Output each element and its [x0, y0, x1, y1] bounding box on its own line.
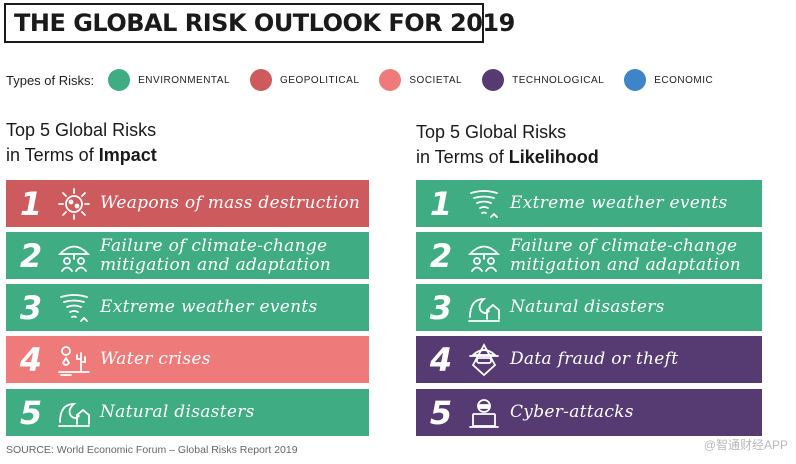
likelihood-heading-prefix: in Terms of	[416, 147, 509, 167]
risk-label: Natural disasters	[100, 403, 255, 422]
likelihood-risk-4: 4 Data fraud or theft	[416, 336, 762, 383]
rank-number: 2	[19, 236, 43, 275]
umbrella-people-icon	[464, 236, 504, 276]
hacker-icon	[464, 340, 504, 380]
risk-label-line1: Water crises	[100, 349, 211, 369]
impact-heading: Top 5 Global Risks in Terms of Impact	[6, 118, 157, 168]
rank-number: 3	[19, 288, 43, 327]
laptop-hacker-icon	[464, 393, 504, 433]
wave-house-icon	[54, 393, 94, 433]
societal-dot-icon	[379, 69, 402, 91]
rank-number: 4	[429, 340, 453, 379]
legend-item-economic: ECONOMIC	[624, 69, 713, 91]
risk-label-line1: Failure of climate-change	[100, 235, 328, 256]
impact-risk-4: 4 Water crises	[6, 336, 369, 383]
umbrella-people-icon	[54, 236, 94, 276]
risk-label: Natural disasters	[510, 298, 665, 317]
risk-label-line1: Natural disasters	[100, 402, 255, 422]
rank-number: 5	[429, 393, 453, 432]
risk-label-line1: Extreme weather events	[510, 193, 728, 213]
rank-number: 2	[429, 236, 453, 275]
risk-label: Extreme weather events	[510, 194, 728, 213]
rank-number: 5	[19, 393, 43, 432]
likelihood-heading-bold: Likelihood	[508, 147, 599, 167]
legend-text: SOCIETAL	[409, 74, 463, 86]
explosion-icon	[54, 184, 94, 224]
impact-heading-prefix: in Terms of	[6, 145, 99, 165]
source-note: SOURCE: World Economic Forum – Global Ri…	[6, 444, 298, 456]
risk-label-line2: mitigation and adaptation	[100, 254, 332, 275]
risk-label: Cyber-attacks	[510, 403, 634, 422]
impact-risk-5: 5 Natural disasters	[6, 389, 369, 436]
impact-risk-3: 3 Extreme weather events	[6, 284, 369, 331]
water-crisis-icon	[54, 340, 94, 380]
rank-number: 1	[19, 184, 43, 223]
impact-heading-line1: Top 5 Global Risks	[6, 120, 157, 140]
technological-dot-icon	[482, 69, 505, 91]
wave-house-icon	[464, 288, 504, 328]
risk-type-legend: Types of Risks: ENVIRONMENTAL GEOPOLITIC…	[6, 66, 786, 94]
legend-text: ENVIRONMENTAL	[138, 74, 231, 86]
likelihood-risk-5: 5 Cyber-attacks	[416, 389, 762, 436]
legend-item-societal: SOCIETAL	[379, 69, 462, 91]
likelihood-risk-3: 3 Natural disasters	[416, 284, 762, 331]
legend-item-geopolitical: GEOPOLITICAL	[250, 69, 359, 91]
title-box: THE GLOBAL RISK OUTLOOK FOR 2019	[4, 3, 515, 43]
risk-label-line1: Natural disasters	[510, 297, 665, 317]
rank-number: 4	[19, 340, 43, 379]
tornado-icon	[464, 184, 504, 224]
impact-risk-2: 2 Failure of climate-change mitigation a…	[6, 232, 369, 279]
likelihood-heading-line1: Top 5 Global Risks	[416, 122, 567, 142]
legend-item-environmental: ENVIRONMENTAL	[108, 69, 230, 91]
page-title: THE GLOBAL RISK OUTLOOK FOR 2019	[14, 9, 515, 37]
likelihood-risk-2: 2 Failure of climate-change mitigation a…	[416, 232, 762, 279]
legend-text: ECONOMIC	[654, 74, 714, 86]
likelihood-heading: Top 5 Global Risks in Terms of Likelihoo…	[416, 120, 599, 170]
risk-label-line1: Failure of climate-change	[510, 235, 738, 256]
risk-label-line2: mitigation and adaptation	[510, 254, 742, 275]
risk-label-line1: Cyber-attacks	[510, 402, 634, 422]
impact-heading-bold: Impact	[98, 145, 157, 165]
watermark: @智通财经APP	[703, 438, 788, 452]
likelihood-risk-1: 1 Extreme weather events	[416, 180, 762, 227]
geopolitical-dot-icon	[250, 69, 273, 91]
legend-text: GEOPOLITICAL	[280, 74, 360, 86]
rank-number: 1	[429, 184, 453, 223]
risk-label: Weapons of mass destruction	[100, 194, 360, 213]
risk-label-line1: Weapons of mass destruction	[100, 193, 361, 213]
risk-label: Failure of climate-change mitigation and…	[100, 235, 332, 275]
economic-dot-icon	[624, 69, 647, 91]
legend-label: Types of Risks:	[6, 72, 95, 88]
risk-label: Extreme weather events	[100, 298, 318, 317]
risk-label-line1: Data fraud or theft	[510, 349, 679, 369]
tornado-icon	[54, 288, 94, 328]
risk-label-line1: Extreme weather events	[100, 297, 318, 317]
risk-label: Water crises	[100, 350, 211, 369]
rank-number: 3	[429, 288, 453, 327]
risk-label: Data fraud or theft	[510, 350, 678, 369]
legend-item-technological: TECHNOLOGICAL	[482, 69, 604, 91]
environmental-dot-icon	[108, 69, 131, 91]
legend-text: TECHNOLOGICAL	[512, 74, 605, 86]
risk-label: Failure of climate-change mitigation and…	[510, 235, 742, 275]
impact-risk-1: 1 Weapons of mass destruction	[6, 180, 369, 227]
